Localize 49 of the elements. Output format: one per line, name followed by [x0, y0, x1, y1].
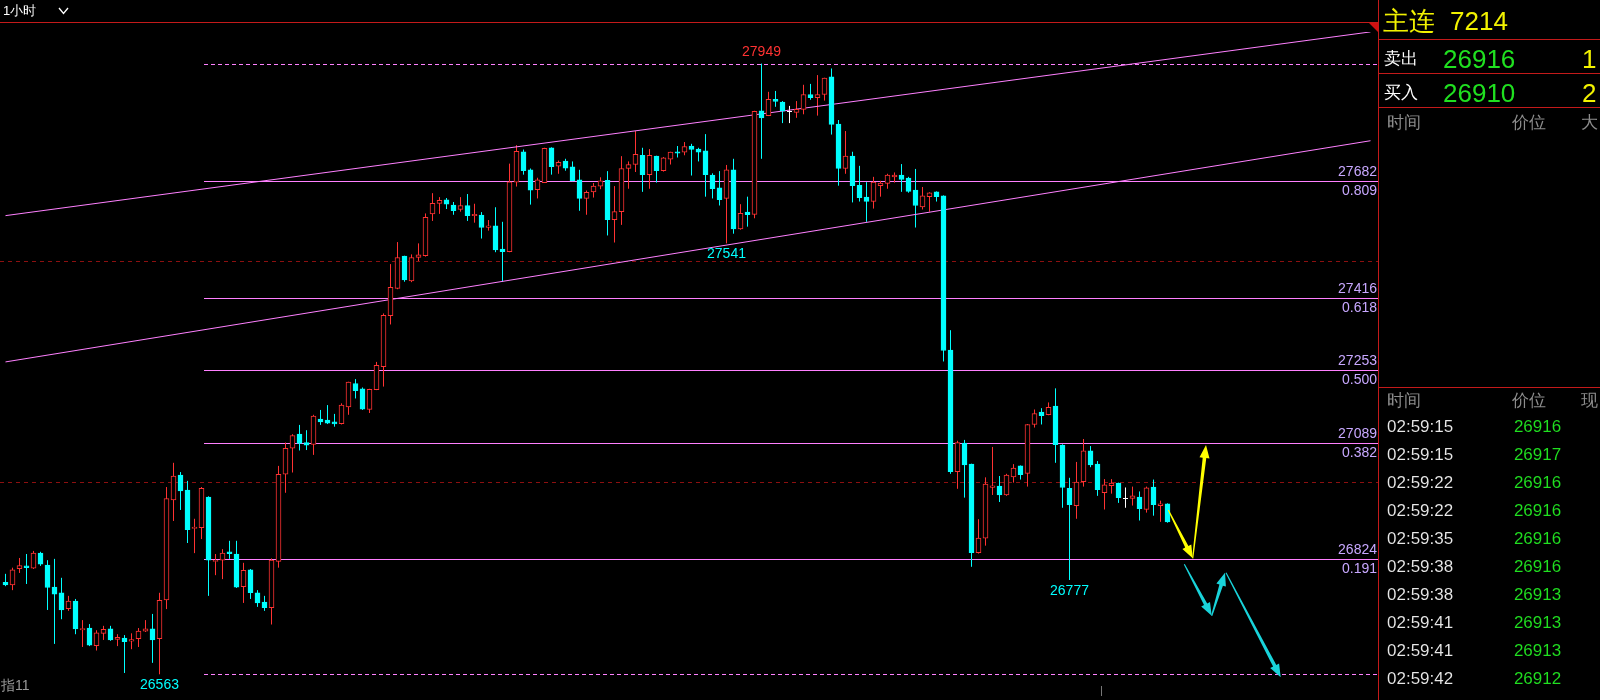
annotation: 27949	[742, 43, 782, 60]
candlestick	[989, 446, 996, 496]
annotation: 26777	[1050, 581, 1090, 598]
ref-line-label: 27416	[1338, 280, 1378, 297]
annotation: 0.618	[1341, 298, 1378, 315]
text: 主连	[1383, 6, 1435, 36]
text: 26910	[1443, 78, 1516, 108]
text: 02:59:38 26916	[1387, 556, 1562, 577]
candlestick	[226, 540, 233, 560]
text: 02:59:22 26916	[1387, 472, 1562, 493]
text: 卖出	[1384, 49, 1418, 69]
annotation: 0.191	[1341, 559, 1378, 576]
text: 02:59:22 26916	[1387, 500, 1562, 521]
ref-line-label: 26824	[1338, 541, 1378, 558]
candlestick	[625, 160, 632, 190]
text: 02:59:41 26913	[1387, 640, 1562, 661]
annotation: 26563	[140, 676, 180, 693]
text: 价位	[1512, 391, 1546, 411]
candlestick	[23, 553, 30, 585]
ref-line-label: 27682	[1338, 163, 1378, 180]
text: 02:59:42 26912	[1387, 668, 1562, 689]
candlestick	[1157, 500, 1164, 523]
text: 现	[1581, 391, 1598, 411]
candlestick	[814, 74, 821, 117]
annotation: 0.809	[1341, 181, 1378, 198]
text: 2	[1582, 78, 1597, 108]
annotation: 0.382	[1341, 443, 1378, 460]
text: 02:59:15 26917	[1387, 444, 1562, 465]
text: 7214	[1450, 6, 1508, 36]
text: 02:59:38 26913	[1387, 584, 1562, 605]
candlestick	[303, 429, 310, 451]
text: 02:59:41 26913	[1387, 612, 1562, 633]
text: 大	[1581, 113, 1598, 133]
candlestick	[191, 518, 198, 554]
text: 1	[1582, 44, 1597, 74]
annotation: 27541	[707, 245, 747, 262]
ref-line-label: 27253	[1338, 352, 1378, 369]
text: 02:59:35 26916	[1387, 528, 1562, 549]
ref-line-label: 27089	[1338, 425, 1378, 442]
text: 时间	[1387, 391, 1421, 411]
text: 价位	[1512, 113, 1546, 133]
text: 指11	[1, 677, 30, 693]
annotation: 0.500	[1341, 370, 1378, 387]
candlestick	[1122, 486, 1129, 509]
text: 02:59:15 26916	[1387, 416, 1562, 437]
text: 时间	[1387, 113, 1421, 133]
text: 1小时	[3, 3, 37, 18]
text: 26916	[1443, 44, 1516, 74]
text: 买入	[1384, 83, 1418, 103]
